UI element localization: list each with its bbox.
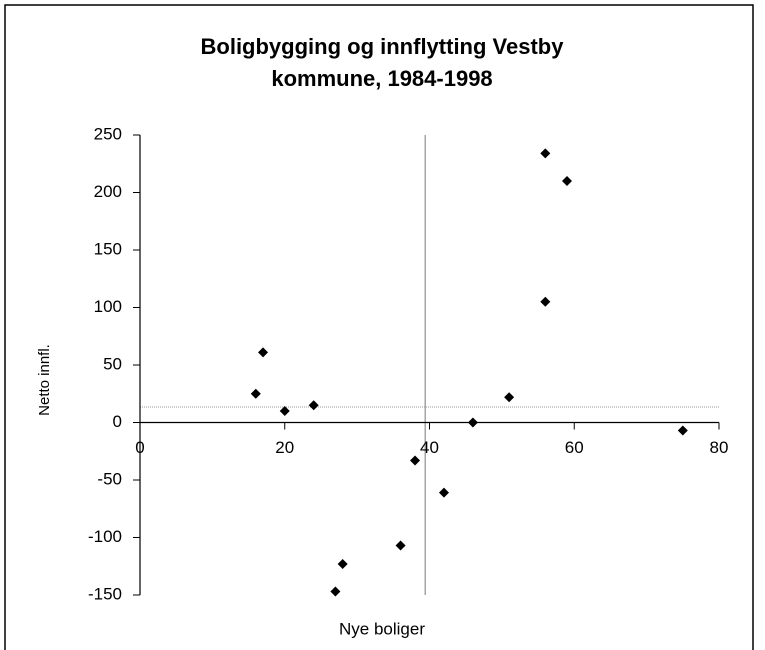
point (410, 455, 421, 466)
chart-title: kommune, 1984-1998 (271, 66, 492, 91)
point (562, 176, 573, 186)
point (677, 425, 688, 436)
y-tick-label: 0 (113, 412, 122, 431)
x-axis-label: Nye boliger (339, 619, 425, 638)
point (504, 392, 515, 403)
y-tick-label: 100 (94, 297, 122, 316)
point (279, 406, 290, 416)
frame (4, 4, 754, 650)
x-tick-label: 60 (565, 438, 584, 457)
point (337, 558, 348, 569)
point (308, 400, 319, 411)
x-tick-label: 20 (275, 438, 294, 457)
point (258, 347, 269, 358)
x-tick-label: 80 (710, 438, 729, 457)
point (540, 148, 551, 159)
x-tick-label: 0 (135, 438, 144, 457)
y-tick-label: 150 (94, 239, 122, 258)
point (395, 540, 406, 551)
y-axis-label: Netto innfl. (36, 344, 53, 416)
y-tick-label: 200 (94, 182, 122, 201)
point (438, 487, 449, 498)
x-tick-label: 40 (420, 438, 439, 457)
point (330, 586, 341, 597)
point (467, 417, 478, 428)
point (250, 388, 261, 399)
y-tick-label: -150 (88, 584, 122, 603)
y-tick-label: -50 (97, 469, 122, 488)
point (540, 296, 551, 307)
y-tick-label: 250 (94, 124, 122, 143)
chart-title: Boligbygging og innflytting Vestby (201, 34, 565, 59)
y-tick-label: 50 (103, 354, 122, 373)
y-tick-label: -100 (88, 527, 122, 546)
